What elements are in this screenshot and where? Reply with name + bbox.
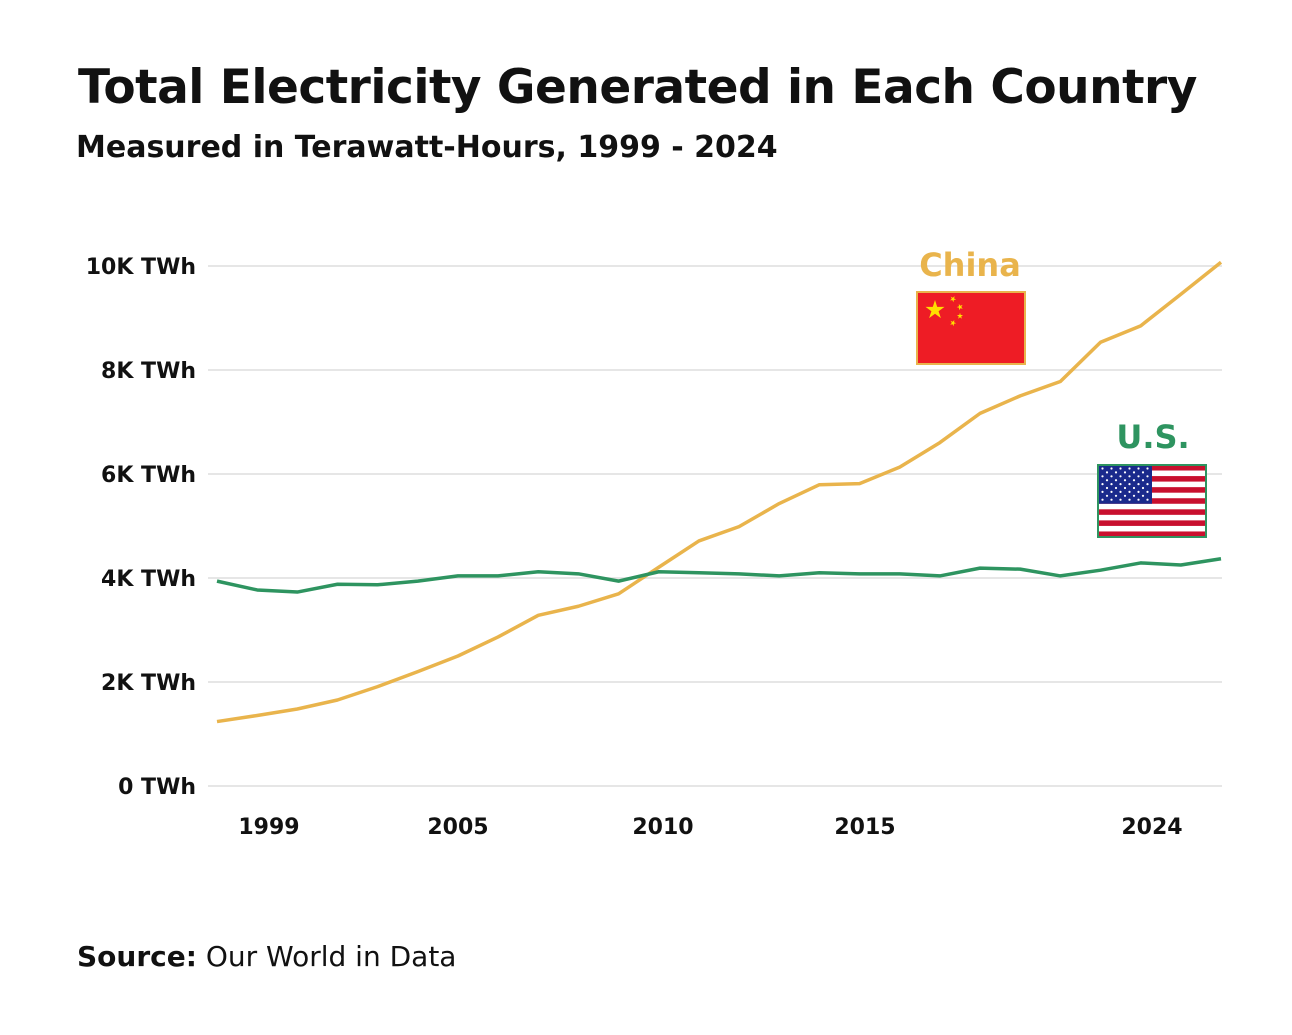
source-text: Our World in Data bbox=[205, 940, 457, 973]
china-flag-icon bbox=[916, 291, 1026, 365]
series-line-us bbox=[216, 557, 1222, 594]
y-tick-label: 4K TWh bbox=[101, 567, 196, 592]
us-label: U.S. bbox=[1116, 418, 1189, 456]
x-tick-label: 1999 bbox=[238, 815, 299, 840]
y-tick-label: 2K TWh bbox=[101, 671, 196, 696]
china-label: China bbox=[919, 246, 1021, 284]
y-tick-label: 6K TWh bbox=[101, 463, 196, 488]
us-flag-icon bbox=[1097, 464, 1207, 538]
y-tick-label: 10K TWh bbox=[86, 255, 196, 280]
x-tick-label: 2015 bbox=[834, 815, 895, 840]
series-line-china bbox=[216, 260, 1223, 724]
y-tick-label: 0 TWh bbox=[118, 775, 196, 800]
source-note: Source: Our World in Data bbox=[77, 940, 456, 973]
chart-title: Total Electricity Generated in Each Coun… bbox=[78, 60, 1197, 115]
x-tick-label: 2024 bbox=[1121, 815, 1182, 840]
x-tick-label: 2010 bbox=[632, 815, 693, 840]
x-tick-label: 2005 bbox=[427, 815, 488, 840]
y-tick-label: 8K TWh bbox=[101, 359, 196, 384]
source-label: Source: bbox=[77, 940, 197, 973]
chart-subtitle: Measured in Terawatt-Hours, 1999 - 2024 bbox=[76, 130, 778, 165]
